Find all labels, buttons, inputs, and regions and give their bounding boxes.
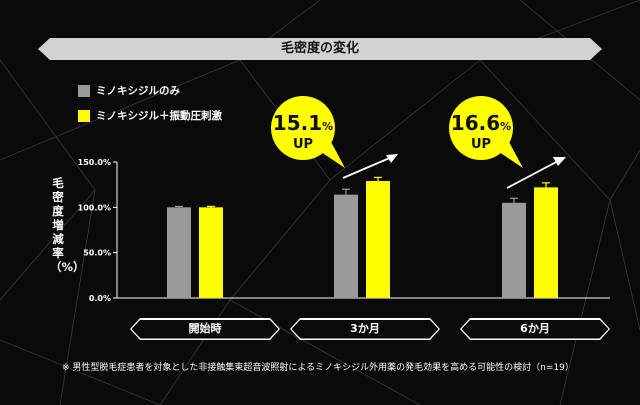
title-banner: 毛密度の変化: [38, 38, 602, 60]
callout-label-6m: UP: [470, 137, 492, 152]
callout-value-6m: 16.6: [450, 111, 501, 135]
bar-yellow-0: [199, 207, 223, 298]
legend-label-yellow: ミノキシジル＋振動圧刺激: [96, 110, 222, 122]
legend-swatch-gray: [78, 84, 90, 97]
callout-unit-6m: %: [500, 120, 512, 133]
callout-3m: 15.1% UP: [271, 112, 335, 152]
chart-title: 毛密度の変化: [280, 41, 359, 56]
y-tick-label: 50.0%: [83, 249, 111, 258]
trend-arrow-head-6m: [553, 157, 566, 166]
bar-gray-1: [334, 194, 358, 298]
trend-arrow-head-3m: [386, 154, 398, 163]
category-label-3m: 3か月: [290, 318, 440, 340]
bar-gray-0: [167, 207, 191, 298]
callout-6m: 16.6% UP: [449, 112, 513, 152]
legend-item-gray: ミノキシジルのみ: [78, 83, 180, 98]
legend-swatch-yellow: [78, 109, 90, 122]
category-label-start: 開始時: [130, 318, 280, 340]
trend-arrow-line-3m: [342, 156, 393, 179]
callout-tail-6m: [496, 140, 523, 168]
callout-unit-3m: %: [322, 120, 334, 133]
category-label-6m: 6か月: [460, 318, 610, 340]
callout-tail-3m: [318, 140, 345, 168]
bar-yellow-2: [534, 187, 558, 298]
callout-label-3m: UP: [292, 137, 314, 152]
y-tick-label: 100.0%: [78, 203, 111, 212]
bars: [167, 176, 558, 298]
callout-circle-3m: [271, 96, 335, 160]
trend-arrow-line-6m: [506, 159, 561, 189]
y-tick-label: 150.0%: [78, 158, 111, 167]
legend-item-yellow: ミノキシジル＋振動圧刺激: [78, 108, 222, 123]
legend-label-gray: ミノキシジルのみ: [96, 85, 180, 97]
callout-value-3m: 15.1: [272, 111, 323, 135]
bar-gray-2: [502, 202, 526, 298]
bar-yellow-1: [366, 181, 390, 298]
footnote: ※ 男性型脱毛症患者を対象とした非接触集束超音波照射によるミノキシジル外用薬の発…: [62, 363, 574, 373]
y-tick-label: 0.0%: [89, 294, 111, 303]
callout-circle-6m: [449, 96, 513, 160]
